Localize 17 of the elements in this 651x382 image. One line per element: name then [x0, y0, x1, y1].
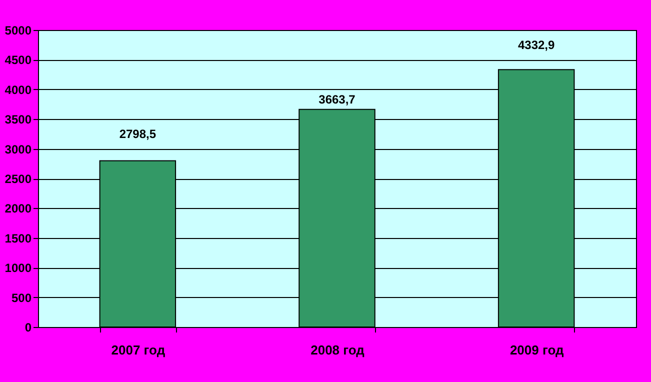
y-tick-label: 0 — [24, 320, 32, 334]
y-tick-label: 500 — [11, 290, 32, 305]
y-tick-label: 4000 — [4, 82, 32, 97]
x-tick-label: 2007 год — [111, 342, 166, 358]
x-tick-label: 2009 год — [510, 342, 564, 358]
y-tick-label: 4500 — [4, 53, 32, 68]
y-tick-label: 2500 — [4, 172, 32, 186]
x-tick-label: 2008 год — [310, 342, 366, 358]
y-tick-label: 2000 — [4, 202, 32, 216]
y-tick-label: 5000 — [4, 24, 32, 38]
y-tick-label: 1500 — [4, 231, 32, 246]
y-tick-label: 3000 — [4, 142, 32, 156]
data-label: 2798,5 — [119, 126, 156, 141]
y-tick-label: 1000 — [4, 261, 32, 276]
data-label: 4332,9 — [518, 38, 556, 52]
y-tick-label: 3500 — [4, 112, 32, 127]
data-label: 3663,7 — [318, 92, 356, 106]
